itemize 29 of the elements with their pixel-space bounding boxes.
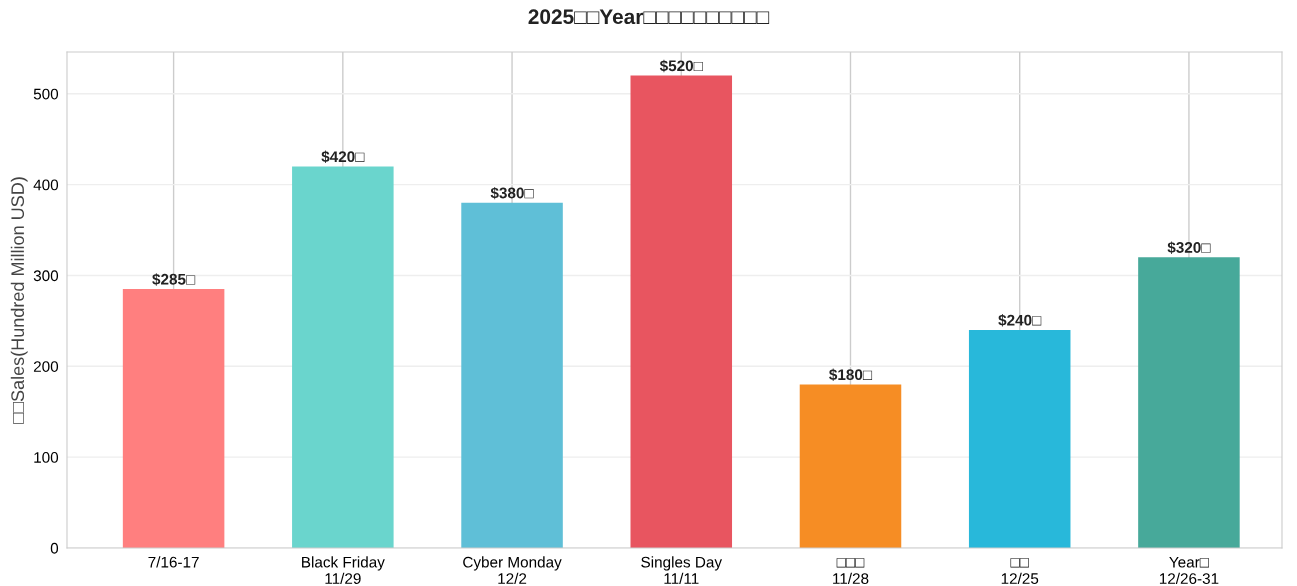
y-tick-label: 200 [33,361,59,372]
chart-title: 2025□□Year□□□□□□□□□□ [528,9,770,25]
bar [630,75,733,548]
bar [292,166,394,548]
bar [461,202,563,548]
y-axis-title: □□Sales(Hundred Million USD) [10,177,28,424]
y-tick-label: 300 [33,270,59,282]
data-label: $285□ [152,273,196,286]
x-tick-label: Singles Day 11/11 [641,556,722,585]
data-label: $380□ [490,186,534,200]
x-tick-label: □□□ 11/28 [833,558,869,585]
x-tick-label: Cyber Monday 12/2 [463,556,562,585]
data-label: $240□ [998,314,1042,327]
bar [122,289,225,548]
data-label: $180□ [829,368,873,382]
y-tick-label: 400 [33,179,59,191]
bar [799,384,902,548]
data-label: $420□ [321,150,365,164]
x-tick-label: □□ 12/25 [1001,558,1039,585]
x-tick-label: 7/16-17 [148,556,199,568]
data-label: $320□ [1167,241,1211,254]
x-tick-label: Black Friday 11/29 [302,556,385,585]
y-tick-label: 0 [50,542,59,554]
data-label: $520□ [659,59,703,73]
y-tick-label: 500 [33,88,59,100]
bar [968,329,1071,548]
bar [1138,257,1240,548]
x-tick-label: Year□ 12/26-31 [1159,556,1219,585]
y-tick-label: 100 [34,452,59,463]
